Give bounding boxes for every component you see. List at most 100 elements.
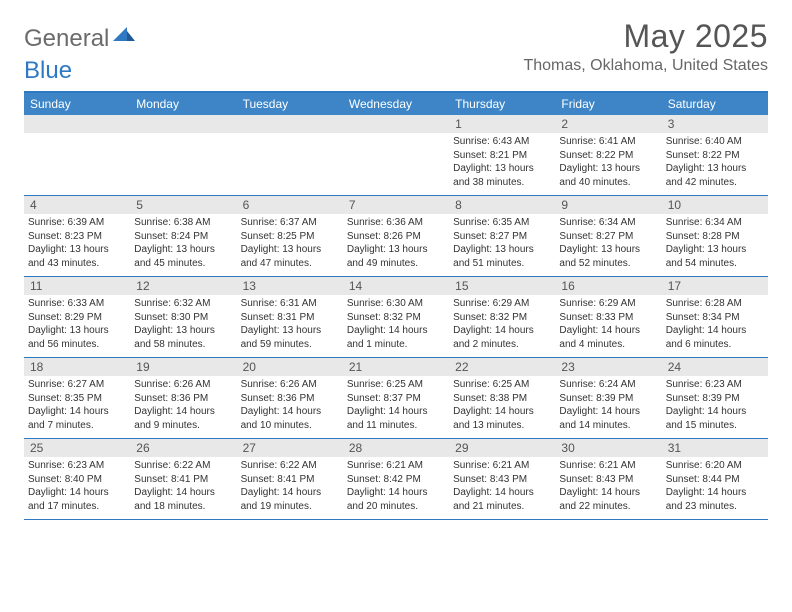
day-cell: 10 Sunrise: 6:34 AMSunset: 8:28 PMDayligh… bbox=[662, 196, 768, 276]
day-body: Sunrise: 6:30 AMSunset: 8:32 PMDaylight:… bbox=[347, 297, 445, 351]
sunrise-text: Sunrise: 6:22 AM bbox=[134, 459, 232, 473]
day-cell: . bbox=[24, 115, 130, 195]
dow-tuesday: Tuesday bbox=[237, 93, 343, 115]
day-body: Sunrise: 6:37 AMSunset: 8:25 PMDaylight:… bbox=[241, 216, 339, 270]
daylight-text: Daylight: 13 hours and 54 minutes. bbox=[666, 243, 764, 270]
sunrise-text: Sunrise: 6:21 AM bbox=[453, 459, 551, 473]
day-cell: 22 Sunrise: 6:25 AMSunset: 8:38 PMDayligh… bbox=[449, 358, 555, 438]
day-body: Sunrise: 6:24 AMSunset: 8:39 PMDaylight:… bbox=[559, 378, 657, 432]
daylight-text: Daylight: 14 hours and 7 minutes. bbox=[28, 405, 126, 432]
day-cell: 16Sunrise: 6:29 AMSunset: 8:33 PMDayligh… bbox=[555, 277, 661, 357]
sunset-text: Sunset: 8:30 PM bbox=[134, 311, 232, 325]
day-body: Sunrise: 6:26 AMSunset: 8:36 PMDaylight:… bbox=[134, 378, 232, 432]
daylight-text: Daylight: 14 hours and 18 minutes. bbox=[134, 486, 232, 513]
sunset-text: Sunset: 8:23 PM bbox=[28, 230, 126, 244]
sunset-text: Sunset: 8:28 PM bbox=[666, 230, 764, 244]
sunrise-text: Sunrise: 6:34 AM bbox=[666, 216, 764, 230]
day-number: 7 bbox=[343, 196, 449, 214]
daylight-text: Daylight: 13 hours and 45 minutes. bbox=[134, 243, 232, 270]
day-cell: 24Sunrise: 6:23 AMSunset: 8:39 PMDayligh… bbox=[662, 358, 768, 438]
dow-sunday: Sunday bbox=[24, 93, 130, 115]
day-body: Sunrise: 6:22 AMSunset: 8:41 PMDaylight:… bbox=[134, 459, 232, 513]
sunset-text: Sunset: 8:24 PM bbox=[134, 230, 232, 244]
sunset-text: Sunset: 8:43 PM bbox=[453, 473, 551, 487]
location: Thomas, Oklahoma, United States bbox=[523, 57, 768, 75]
day-body: Sunrise: 6:40 AMSunset: 8:22 PMDaylight:… bbox=[666, 135, 764, 189]
day-cell: 21Sunrise: 6:25 AMSunset: 8:37 PMDayligh… bbox=[343, 358, 449, 438]
day-cell: 5Sunrise: 6:38 AMSunset: 8:24 PMDaylight… bbox=[130, 196, 236, 276]
sunset-text: Sunset: 8:43 PM bbox=[559, 473, 657, 487]
sunrise-text: Sunrise: 6:32 AM bbox=[134, 297, 232, 311]
sunrise-text: Sunrise: 6:34 AM bbox=[559, 216, 657, 230]
day-body: Sunrise: 6:43 AMSunset: 8:21 PMDaylight:… bbox=[453, 135, 551, 189]
day-cell: 20Sunrise: 6:26 AMSunset: 8:36 PMDayligh… bbox=[237, 358, 343, 438]
day-body: Sunrise: 6:20 AMSunset: 8:44 PMDaylight:… bbox=[666, 459, 764, 513]
daylight-text: Daylight: 13 hours and 52 minutes. bbox=[559, 243, 657, 270]
day-number: 23 bbox=[555, 358, 661, 376]
day-number: 26 bbox=[130, 439, 236, 457]
day-cell: 4Sunrise: 6:39 AMSunset: 8:23 PMDaylight… bbox=[24, 196, 130, 276]
day-body: Sunrise: 6:34 AMSunset: 8:27 PMDaylight:… bbox=[559, 216, 657, 270]
daylight-text: Daylight: 13 hours and 42 minutes. bbox=[666, 162, 764, 189]
sunrise-text: Sunrise: 6:37 AM bbox=[241, 216, 339, 230]
day-cell: 12Sunrise: 6:32 AMSunset: 8:30 PMDayligh… bbox=[130, 277, 236, 357]
dow-saturday: Saturday bbox=[662, 93, 768, 115]
day-number: 14 bbox=[343, 277, 449, 295]
day-body: Sunrise: 6:23 AMSunset: 8:40 PMDaylight:… bbox=[28, 459, 126, 513]
day-number: 10 bbox=[662, 196, 768, 214]
day-body: Sunrise: 6:34 AMSunset: 8:28 PMDaylight:… bbox=[666, 216, 764, 270]
sunrise-text: Sunrise: 6:21 AM bbox=[347, 459, 445, 473]
day-body: Sunrise: 6:25 AMSunset: 8:38 PMDaylight:… bbox=[453, 378, 551, 432]
day-cell: 30Sunrise: 6:21 AMSunset: 8:43 PMDayligh… bbox=[555, 439, 661, 519]
day-number: 8 bbox=[449, 196, 555, 214]
day-number: 22 bbox=[449, 358, 555, 376]
day-number: 1 bbox=[449, 115, 555, 133]
sunrise-text: Sunrise: 6:23 AM bbox=[28, 459, 126, 473]
logo-word-2: Blue bbox=[24, 57, 72, 85]
day-body: Sunrise: 6:22 AMSunset: 8:41 PMDaylight:… bbox=[241, 459, 339, 513]
sunset-text: Sunset: 8:37 PM bbox=[347, 392, 445, 406]
sunrise-text: Sunrise: 6:29 AM bbox=[453, 297, 551, 311]
day-cell: 7Sunrise: 6:36 AMSunset: 8:26 PMDaylight… bbox=[343, 196, 449, 276]
daylight-text: Daylight: 13 hours and 58 minutes. bbox=[134, 324, 232, 351]
day-cell: . bbox=[343, 115, 449, 195]
sunrise-text: Sunrise: 6:20 AM bbox=[666, 459, 764, 473]
day-body: Sunrise: 6:25 AMSunset: 8:37 PMDaylight:… bbox=[347, 378, 445, 432]
sunset-text: Sunset: 8:27 PM bbox=[559, 230, 657, 244]
day-number: 9 bbox=[555, 196, 661, 214]
day-cell: 3 Sunrise: 6:40 AMSunset: 8:22 PMDaylight… bbox=[662, 115, 768, 195]
day-number: 28 bbox=[343, 439, 449, 457]
day-number: 24 bbox=[662, 358, 768, 376]
week-row: 18Sunrise: 6:27 AMSunset: 8:35 PMDayligh… bbox=[24, 358, 768, 439]
day-number: 19 bbox=[130, 358, 236, 376]
weeks-container: ....1Sunrise: 6:43 AMSunset: 8:21 PMDayl… bbox=[24, 115, 768, 520]
day-number: 31 bbox=[662, 439, 768, 457]
sunset-text: Sunset: 8:33 PM bbox=[559, 311, 657, 325]
sunrise-text: Sunrise: 6:36 AM bbox=[347, 216, 445, 230]
daylight-text: Daylight: 13 hours and 47 minutes. bbox=[241, 243, 339, 270]
sunrise-text: Sunrise: 6:30 AM bbox=[347, 297, 445, 311]
daylight-text: Daylight: 14 hours and 11 minutes. bbox=[347, 405, 445, 432]
sunrise-text: Sunrise: 6:21 AM bbox=[559, 459, 657, 473]
day-number: 27 bbox=[237, 439, 343, 457]
sunset-text: Sunset: 8:42 PM bbox=[347, 473, 445, 487]
day-cell: 27 Sunrise: 6:22 AMSunset: 8:41 PMDayligh… bbox=[237, 439, 343, 519]
daylight-text: Daylight: 14 hours and 20 minutes. bbox=[347, 486, 445, 513]
daylight-text: Daylight: 14 hours and 23 minutes. bbox=[666, 486, 764, 513]
sunset-text: Sunset: 8:29 PM bbox=[28, 311, 126, 325]
sunset-text: Sunset: 8:22 PM bbox=[559, 149, 657, 163]
sunset-text: Sunset: 8:41 PM bbox=[241, 473, 339, 487]
day-body: Sunrise: 6:21 AMSunset: 8:42 PMDaylight:… bbox=[347, 459, 445, 513]
day-cell: 8Sunrise: 6:35 AMSunset: 8:27 PMDaylight… bbox=[449, 196, 555, 276]
day-number: 3 bbox=[662, 115, 768, 133]
dow-wednesday: Wednesday bbox=[343, 93, 449, 115]
sunrise-text: Sunrise: 6:25 AM bbox=[347, 378, 445, 392]
sunrise-text: Sunrise: 6:39 AM bbox=[28, 216, 126, 230]
day-body: Sunrise: 6:33 AMSunset: 8:29 PMDaylight:… bbox=[28, 297, 126, 351]
day-of-week-header: Sunday Monday Tuesday Wednesday Thursday… bbox=[24, 93, 768, 115]
day-body: Sunrise: 6:32 AMSunset: 8:30 PMDaylight:… bbox=[134, 297, 232, 351]
sunrise-text: Sunrise: 6:33 AM bbox=[28, 297, 126, 311]
dow-thursday: Thursday bbox=[449, 93, 555, 115]
sunrise-text: Sunrise: 6:22 AM bbox=[241, 459, 339, 473]
sunset-text: Sunset: 8:26 PM bbox=[347, 230, 445, 244]
